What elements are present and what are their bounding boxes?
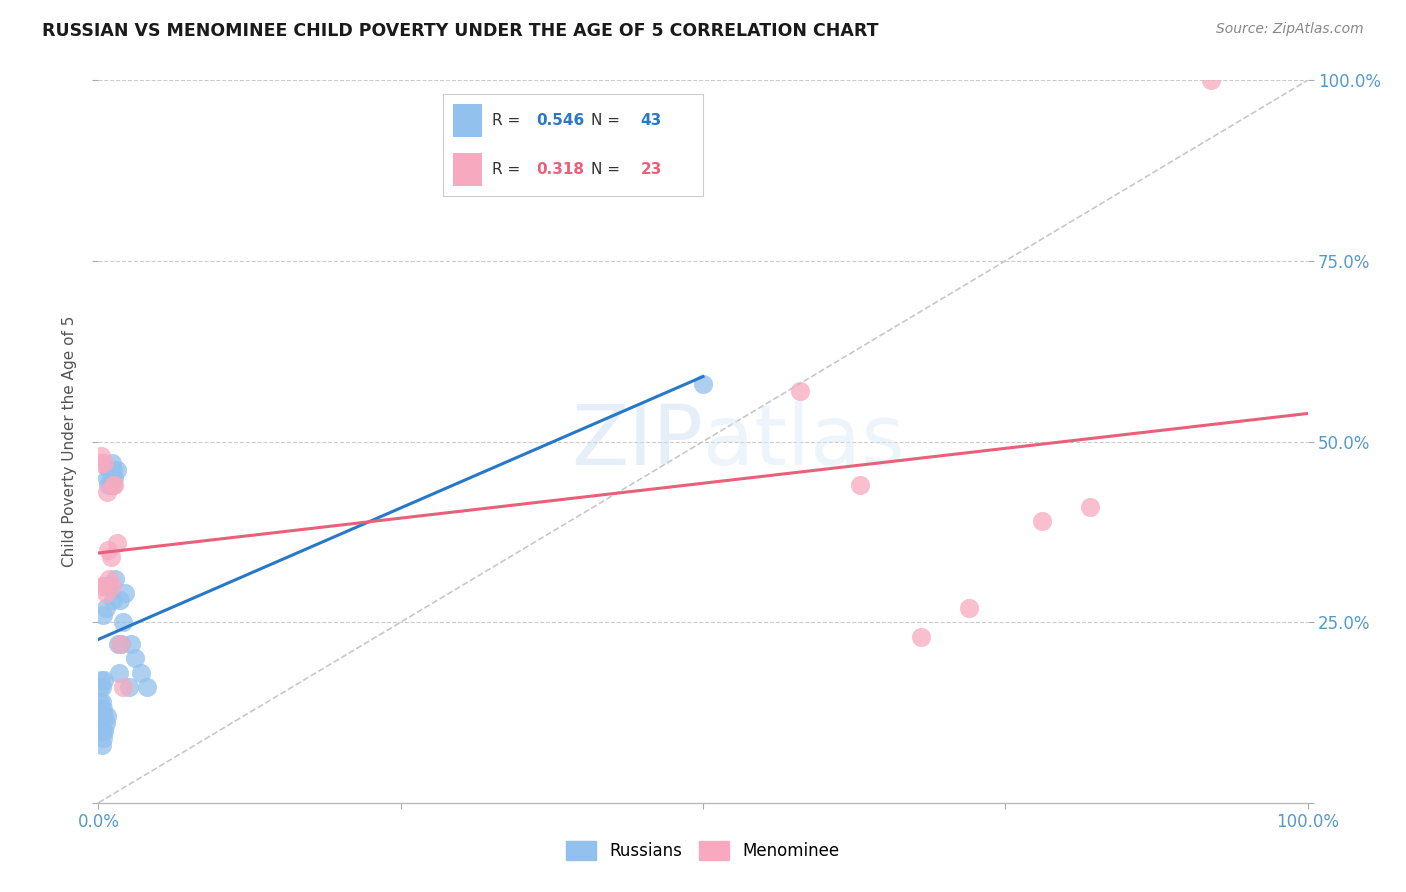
- Point: [1199, 73, 1222, 87]
- Point: [100, 550, 122, 565]
- Point: [101, 463, 124, 477]
- Point: [104, 572, 127, 586]
- Point: [93, 673, 115, 687]
- Point: [89, 680, 111, 694]
- Point: [90, 673, 112, 687]
- Y-axis label: Child Poverty Under the Age of 5: Child Poverty Under the Age of 5: [62, 316, 77, 567]
- Point: [1078, 500, 1101, 514]
- Text: Source: ZipAtlas.com: Source: ZipAtlas.com: [1216, 22, 1364, 37]
- Point: [97, 542, 120, 557]
- Point: [91, 702, 114, 716]
- Point: [124, 651, 146, 665]
- Point: [91, 695, 114, 709]
- Point: [108, 665, 131, 680]
- Point: [692, 376, 714, 391]
- Text: 43: 43: [641, 112, 662, 128]
- Point: [89, 456, 111, 470]
- Point: [118, 680, 141, 694]
- Point: [96, 470, 118, 484]
- Point: [101, 593, 124, 607]
- Bar: [453, 153, 482, 186]
- Point: [93, 709, 115, 723]
- Text: N =: N =: [591, 112, 626, 128]
- Text: R =: R =: [492, 112, 526, 128]
- Point: [91, 731, 114, 745]
- Point: [91, 738, 114, 752]
- Point: [90, 702, 112, 716]
- Point: [100, 456, 122, 470]
- Text: atlas: atlas: [703, 401, 904, 482]
- Point: [114, 586, 136, 600]
- Point: [120, 637, 142, 651]
- Point: [849, 478, 872, 492]
- Point: [89, 695, 111, 709]
- Point: [94, 600, 117, 615]
- Point: [101, 478, 124, 492]
- Text: 0.318: 0.318: [537, 162, 585, 178]
- Point: [103, 470, 125, 484]
- Point: [129, 665, 152, 680]
- Point: [957, 600, 980, 615]
- Point: [105, 463, 128, 477]
- Point: [100, 478, 122, 492]
- Point: [105, 535, 128, 549]
- Point: [107, 637, 129, 651]
- Point: [94, 586, 117, 600]
- Point: [97, 478, 120, 492]
- Legend: Russians, Menominee: Russians, Menominee: [560, 834, 846, 867]
- Text: R =: R =: [492, 162, 526, 178]
- Point: [94, 716, 117, 731]
- Point: [135, 680, 157, 694]
- Point: [93, 456, 115, 470]
- Point: [111, 680, 134, 694]
- Point: [111, 615, 134, 630]
- Point: [100, 579, 122, 593]
- Point: [110, 637, 132, 651]
- Point: [90, 723, 112, 738]
- Text: ZIP: ZIP: [571, 401, 703, 482]
- Point: [93, 723, 115, 738]
- Point: [108, 637, 131, 651]
- Point: [91, 607, 114, 622]
- Text: RUSSIAN VS MENOMINEE CHILD POVERTY UNDER THE AGE OF 5 CORRELATION CHART: RUSSIAN VS MENOMINEE CHILD POVERTY UNDER…: [42, 22, 879, 40]
- Text: N =: N =: [591, 162, 626, 178]
- Bar: [453, 104, 482, 136]
- Point: [91, 709, 114, 723]
- Point: [108, 593, 131, 607]
- Point: [98, 463, 121, 477]
- Point: [96, 485, 118, 500]
- Point: [91, 579, 114, 593]
- Point: [91, 723, 114, 738]
- Point: [90, 449, 112, 463]
- Point: [96, 709, 118, 723]
- Point: [103, 478, 125, 492]
- Point: [91, 680, 114, 694]
- Text: 0.546: 0.546: [537, 112, 585, 128]
- Point: [97, 579, 120, 593]
- Point: [91, 579, 114, 593]
- Point: [910, 630, 932, 644]
- Text: 23: 23: [641, 162, 662, 178]
- Point: [98, 572, 121, 586]
- Point: [789, 384, 811, 398]
- Point: [1031, 514, 1053, 528]
- Point: [96, 579, 118, 593]
